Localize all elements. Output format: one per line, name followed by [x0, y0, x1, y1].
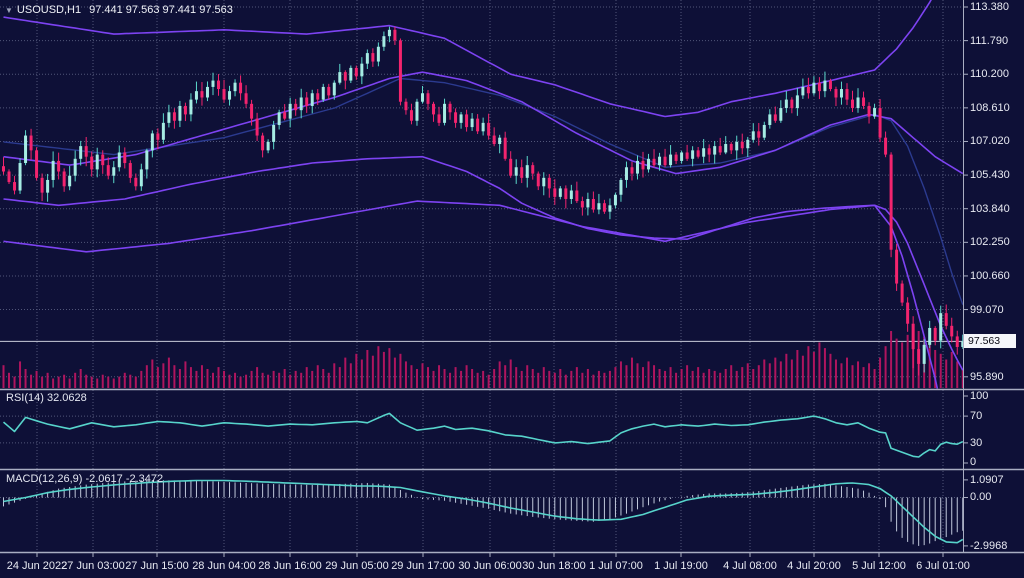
rsi-axis-label: 0 [970, 456, 977, 468]
rsi-line [2, 412, 963, 458]
macd-signal-line [3, 479, 963, 544]
x-axis-label: 5 Jul 12:00 [852, 560, 906, 572]
macd-histogram [3, 479, 963, 546]
x-axis-label: 4 Jul 20:00 [787, 560, 841, 572]
rsi-axis-label: 100 [970, 390, 989, 402]
rsi-indicator-label: RSI(14) 32.0628 [6, 392, 87, 404]
y-axis-label: 110.200 [970, 68, 1009, 80]
y-axis-label: 95.890 [970, 371, 1004, 383]
bollinger-middle-band [3, 71, 963, 175]
volume-bars [2, 331, 963, 388]
symbol-dropdown-icon[interactable]: ▼ [5, 6, 13, 15]
rsi-axis-label: 30 [970, 437, 983, 449]
x-axis-label: 6 Jul 01:00 [916, 560, 970, 572]
x-axis-label: 28 Jun 16:00 [258, 560, 322, 572]
symbol-timeframe-label: USOUSD,H1 [16, 4, 82, 16]
macd-axis-label: 1.0907 [970, 474, 1004, 486]
chart-title: ▼ USOUSD,H1 97.441 97.563 97.441 97.563 [5, 4, 233, 16]
x-axis-label: 29 Jun 05:00 [325, 560, 389, 572]
x-axis-label: 1 Jul 07:00 [589, 560, 643, 572]
x-axis-label: 4 Jul 08:00 [723, 560, 777, 572]
y-axis-label: 107.020 [970, 135, 1010, 147]
y-axis-label: 103.840 [970, 203, 1010, 215]
x-axis-label: 30 Jun 18:00 [522, 560, 586, 572]
ohlc-values: 97.441 97.563 97.441 97.563 [89, 4, 233, 16]
x-axis-label: 1 Jul 19:00 [654, 560, 708, 572]
macd-axis-label: 0.00 [970, 491, 992, 503]
panel-borders [0, 0, 1024, 557]
y-axis-label: 108.610 [970, 102, 1010, 114]
bollinger-upper-band [3, 0, 932, 118]
y-axis-label: 111.790 [970, 35, 1009, 47]
x-axis-label: 29 Jun 17:00 [391, 560, 455, 572]
y-axis-label: 99.070 [970, 304, 1004, 316]
macd-indicator-label: MACD(12,26,9) -2.0617 -2.3472 [6, 473, 164, 485]
x-axis-label: 27 Jun 15:00 [125, 560, 189, 572]
bollinger-outer-lower-band [3, 200, 939, 389]
y-axis-label: 105.430 [970, 169, 1010, 181]
rsi-axis-label: 70 [970, 410, 983, 422]
y-axis-label: 113.380 [970, 1, 1009, 13]
candlestick-series [2, 26, 963, 376]
current-price-tag: 97.563 [964, 334, 1016, 348]
moving-average-line [3, 77, 963, 305]
grid-layer [0, 0, 963, 552]
y-axis-label: 102.250 [970, 236, 1010, 248]
x-axis-label: 24 Jun 2022 [6, 560, 68, 572]
macd-axis-label: -2.9968 [970, 540, 1008, 552]
y-axis-label: 100.660 [970, 270, 1010, 282]
x-axis-label: 27 Jun 03:00 [61, 560, 125, 572]
bollinger-lower-band [3, 155, 963, 371]
x-axis-label: 30 Jun 06:00 [458, 560, 522, 572]
x-axis-label: 28 Jun 04:00 [192, 560, 256, 572]
